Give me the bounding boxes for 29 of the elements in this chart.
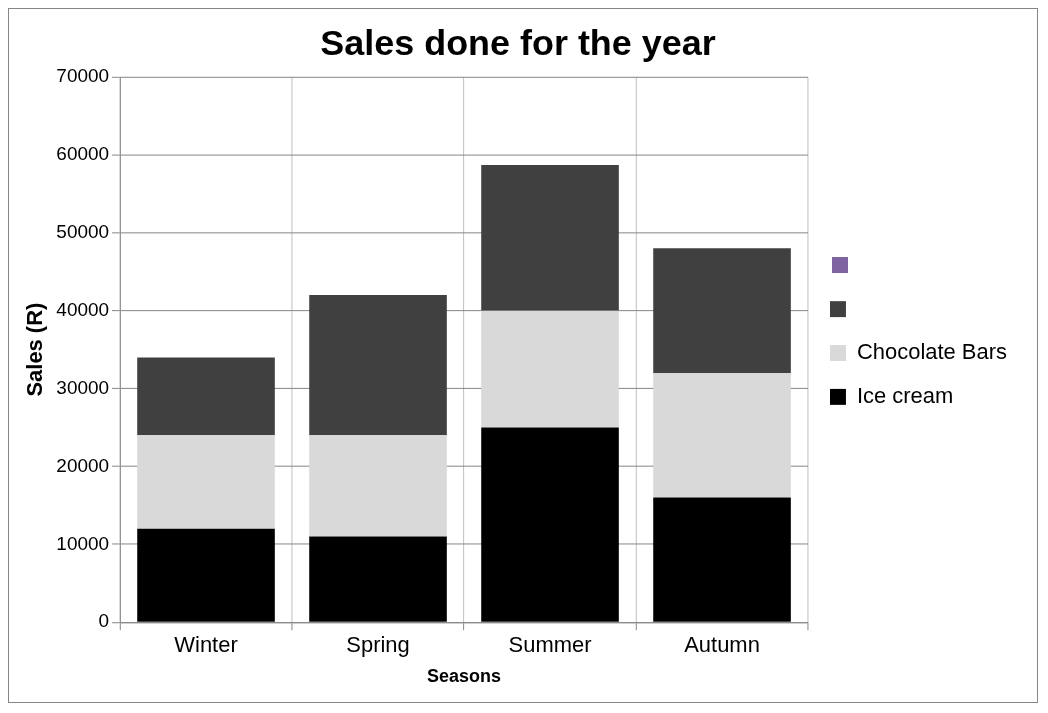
y-tick-label: 60000 [56,143,110,165]
y-tick-label: 0 [98,610,110,632]
y-tick-label: 70000 [56,65,110,87]
bar [137,528,275,622]
y-tick-label: 20000 [56,454,110,476]
bar [481,427,619,622]
y-tick-label: 10000 [56,532,110,554]
x-tick-label: Spring [346,632,410,658]
x-axis-title: Seasons [427,666,501,687]
x-tick-label: Winter [174,632,238,658]
y-tick-label: 30000 [56,376,110,398]
bar [309,536,447,622]
bar [309,435,447,537]
x-tick-label: Summer [508,632,592,658]
chart-title: Sales done for the year [320,22,716,64]
bar [653,248,791,373]
bar [653,372,791,498]
legend-label: Ice cream [856,382,954,408]
x-tick-label: Autumn [684,632,760,658]
bar [481,165,619,311]
bar [653,497,791,622]
bar [137,435,275,529]
bar [481,310,619,428]
legend-label: Chocolate Bars [856,339,1008,365]
y-axis-title: Sales (R) [22,302,48,397]
bar [309,295,447,436]
y-tick-label: 40000 [56,298,110,320]
bar [137,357,275,436]
y-tick-label: 50000 [56,221,110,242]
